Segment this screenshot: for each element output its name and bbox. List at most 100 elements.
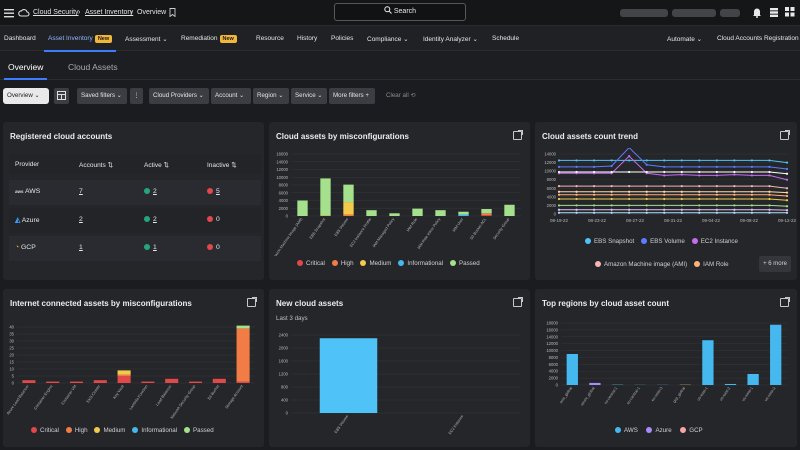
header-active[interactable]: Active ⇅ <box>144 162 169 169</box>
user-info-redacted <box>720 9 740 17</box>
nav-resource[interactable]: Resource <box>256 35 284 42</box>
header-inactive[interactable]: Inactive ⇅ <box>207 162 237 169</box>
nav-dashboard[interactable]: Dashboard <box>4 35 36 42</box>
x-tick-label: EBS Volume <box>334 414 350 434</box>
x-tick-label: EBS Snapshot <box>309 217 327 240</box>
header-accounts[interactable]: Accounts ⇅ <box>79 162 114 169</box>
y-tick-label: 4000 <box>279 198 289 203</box>
nav-asset-inventory[interactable]: Asset Inventory New <box>43 35 117 52</box>
legend-ec2-instance[interactable]: EC2 Instance <box>691 238 738 245</box>
bar-segment <box>504 204 515 216</box>
data-point <box>592 170 596 174</box>
accounts-count-link[interactable]: 2 <box>79 216 83 223</box>
legend-azure[interactable]: Azure <box>646 427 672 434</box>
tab-overview[interactable]: Overview <box>3 62 48 80</box>
legend-passed[interactable]: Passed <box>184 427 214 434</box>
grid-apps-icon[interactable] <box>785 7 795 17</box>
provider-name: Azure <box>21 217 40 224</box>
data-point <box>785 191 789 194</box>
more-filters-button[interactable]: More filters + <box>329 88 375 104</box>
data-point <box>663 197 666 201</box>
nav-automate[interactable]: Automate ⌄ <box>667 36 703 43</box>
external-link-icon[interactable] <box>780 130 790 140</box>
external-link-icon[interactable] <box>513 130 523 140</box>
external-link-icon[interactable] <box>247 297 257 307</box>
nav-identity-analyzer[interactable]: Identity Analyzer ⌄ <box>423 36 478 43</box>
header-provider: Provider <box>15 161 40 168</box>
legend-informational[interactable]: Informational <box>398 260 443 267</box>
search-box[interactable]: Search <box>334 3 466 21</box>
notification-bell-icon[interactable] <box>752 7 762 18</box>
view-select[interactable]: Overview ⌄ <box>3 88 49 104</box>
accounts-count-link[interactable]: 7 <box>79 188 83 195</box>
top-bar: Cloud Security › Asset Inventory › Overv… <box>0 0 800 26</box>
legend-critical[interactable]: Critical <box>31 427 59 434</box>
legend-medium[interactable]: Medium <box>360 260 391 267</box>
filter-cloud-providers[interactable]: Cloud Providers ⌄ <box>149 88 209 104</box>
x-tick-label: us-west-2 <box>764 386 777 402</box>
tab-cloud-assets[interactable]: Cloud Assets <box>68 62 118 72</box>
breadcrumb-asset-inventory[interactable]: Asset Inventory <box>85 9 134 16</box>
breadcrumb-cloud-security[interactable]: Cloud Security <box>33 9 79 16</box>
stack-icon[interactable] <box>769 7 779 18</box>
search-icon <box>384 5 392 14</box>
bar-segment <box>93 380 107 383</box>
x-circle-icon <box>207 244 213 250</box>
external-link-icon[interactable] <box>780 297 790 307</box>
active-count[interactable]: 2 <box>144 216 157 223</box>
legend-ami[interactable]: Amazon Machine image (AMI) <box>595 261 687 268</box>
nav-assessment[interactable]: Assessment ⌄ <box>125 36 168 43</box>
bar-segment <box>297 200 308 216</box>
data-point <box>610 208 613 211</box>
active-count[interactable]: 2 <box>144 188 157 195</box>
legend-aws[interactable]: AWS <box>615 427 638 434</box>
filter-account[interactable]: Account ⌄ <box>211 88 251 104</box>
legend-high[interactable]: High <box>65 427 88 434</box>
saved-filters-button[interactable]: Saved filters ⌄ <box>77 88 127 104</box>
legend-critical[interactable]: Critical <box>297 260 325 267</box>
filter-service[interactable]: Service ⌄ <box>291 88 327 104</box>
y-tick-label: 12000 <box>546 341 558 346</box>
more-options-button[interactable]: ⋮ <box>130 88 143 104</box>
data-point <box>575 197 578 201</box>
bar-segment <box>141 381 155 383</box>
legend-iam-role[interactable]: IAM Role <box>694 261 729 268</box>
external-link-icon[interactable] <box>513 297 523 307</box>
legend-ebs-snapshot[interactable]: EBS Snapshot <box>585 238 634 245</box>
filter-region[interactable]: Region ⌄ <box>253 88 289 104</box>
legend-medium[interactable]: Medium <box>94 427 125 434</box>
nav-cloud-accounts-registration[interactable]: Cloud Accounts Registration <box>717 35 799 42</box>
bar-segment <box>343 202 354 215</box>
nav-remediation[interactable]: Remediation New <box>181 35 237 43</box>
x-tick-label: EKS Cluster <box>86 384 102 404</box>
legend-informational[interactable]: Informational <box>132 427 177 434</box>
layout-toggle-button[interactable] <box>54 88 69 104</box>
nav-compliance[interactable]: Compliance ⌄ <box>367 36 409 43</box>
bar-segment <box>458 211 469 215</box>
x-tick-label: S3 Bucket ACL <box>469 217 487 240</box>
nav-policies[interactable]: Policies <box>331 35 354 42</box>
bar-segment <box>117 370 131 375</box>
active-count[interactable]: 1 <box>144 244 157 251</box>
top-regions-card: Top regions by cloud asset count 18000 16… <box>535 289 797 447</box>
data-point <box>628 155 631 158</box>
legend-gcp[interactable]: GCP <box>680 427 703 434</box>
bookmark-icon[interactable] <box>169 8 176 18</box>
menu-icon[interactable] <box>4 8 14 18</box>
more-series-button[interactable]: + 6 more <box>759 256 791 272</box>
data-point <box>663 193 666 196</box>
chevron-down-icon: ⌄ <box>696 36 703 43</box>
legend-ebs-volume[interactable]: EBS Volume <box>641 238 685 245</box>
inactive-count[interactable]: 5 <box>207 188 220 195</box>
clear-all-button[interactable]: Clear all ⟲ <box>386 92 416 99</box>
data-point <box>698 211 701 214</box>
nav-schedule[interactable]: Schedule <box>492 35 520 42</box>
legend-high[interactable]: High <box>331 260 354 267</box>
data-point <box>750 190 754 193</box>
data-point <box>628 159 631 162</box>
legend-passed[interactable]: Passed <box>450 260 480 267</box>
y-tick-label: 8000 <box>549 355 559 360</box>
accounts-count-link[interactable]: 1 <box>79 244 83 251</box>
nav-history[interactable]: History <box>297 35 318 42</box>
data-point <box>698 208 701 211</box>
